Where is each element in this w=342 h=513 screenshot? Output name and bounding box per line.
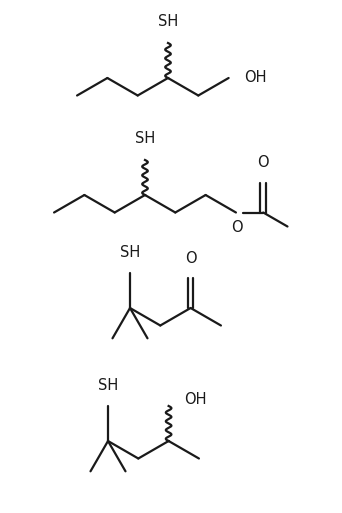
Text: OH: OH: [185, 392, 207, 407]
Text: SH: SH: [135, 131, 155, 146]
Text: SH: SH: [98, 378, 118, 393]
Text: SH: SH: [120, 245, 140, 260]
Text: O: O: [258, 155, 269, 170]
Text: O: O: [231, 220, 243, 234]
Text: OH: OH: [245, 70, 267, 86]
Text: SH: SH: [158, 14, 178, 29]
Text: O: O: [185, 251, 196, 266]
